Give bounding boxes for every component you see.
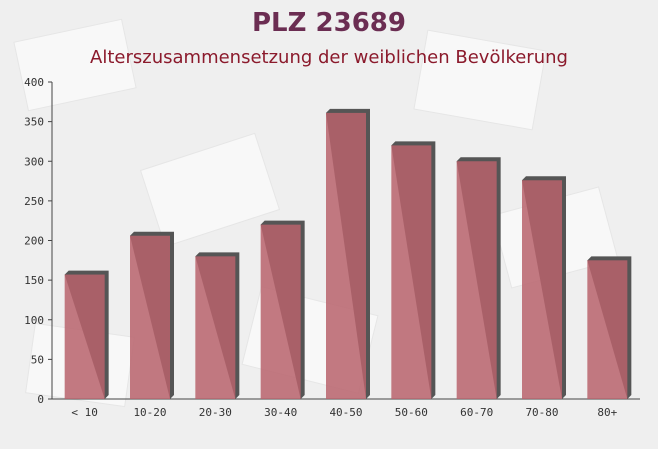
y-tick-label: 50 (31, 353, 44, 366)
x-tick-label: 70-80 (525, 406, 558, 419)
x-tick-label: 60-70 (460, 406, 493, 419)
bar (456, 161, 497, 399)
y-tick-label: 250 (24, 195, 44, 208)
y-tick-label: 100 (24, 314, 44, 327)
x-tick-label: 50-60 (395, 406, 428, 419)
bar (391, 145, 432, 399)
bar (326, 112, 366, 399)
bar (64, 274, 105, 399)
bar (260, 224, 301, 399)
y-tick-label: 200 (24, 235, 44, 248)
bar (195, 256, 236, 399)
bar (522, 180, 562, 399)
x-tick-label: 10-20 (133, 406, 166, 419)
chart-subtitle: Alterszusammensetzung der weiblichen Bev… (90, 47, 568, 68)
x-tick-label: 30-40 (264, 406, 297, 419)
x-tick-label: 40-50 (329, 406, 362, 419)
x-tick-label: < 10 (71, 406, 98, 419)
bar (130, 235, 170, 399)
y-tick-label: 400 (24, 76, 44, 89)
x-tick-label: 80+ (597, 406, 617, 419)
bar (587, 260, 628, 399)
y-tick-label: 350 (24, 116, 44, 129)
y-tick-label: 0 (37, 393, 44, 406)
y-tick-label: 150 (24, 274, 44, 287)
y-tick-label: 300 (24, 155, 44, 168)
chart-title: PLZ 23689 (252, 8, 406, 38)
x-tick-label: 20-30 (199, 406, 232, 419)
